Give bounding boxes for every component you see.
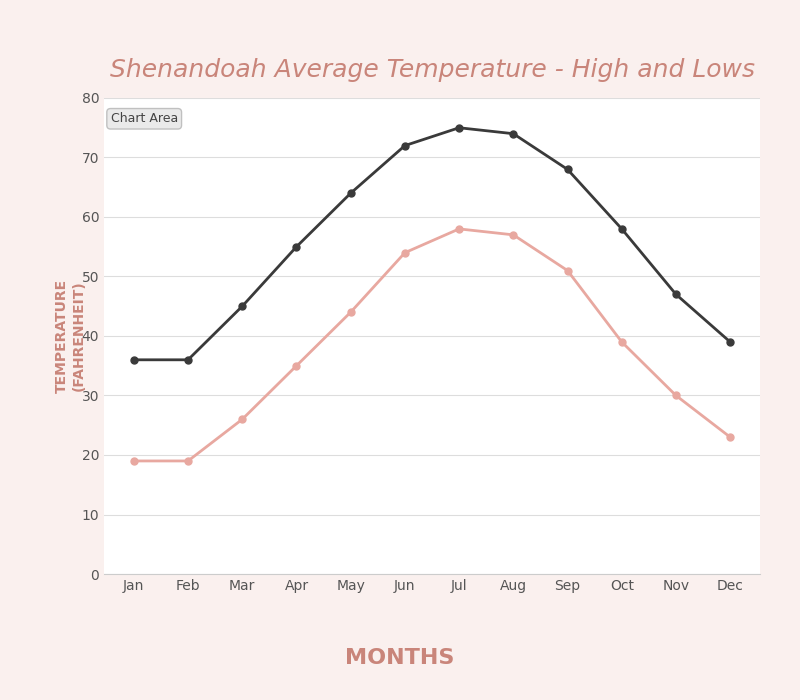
Text: MONTHS: MONTHS bbox=[346, 648, 454, 668]
Text: Chart Area: Chart Area bbox=[110, 112, 178, 125]
Title: Shenandoah Average Temperature - High and Lows: Shenandoah Average Temperature - High an… bbox=[110, 58, 754, 82]
Y-axis label: TEMPERATURE
(FAHRENHEIT): TEMPERATURE (FAHRENHEIT) bbox=[55, 279, 86, 393]
